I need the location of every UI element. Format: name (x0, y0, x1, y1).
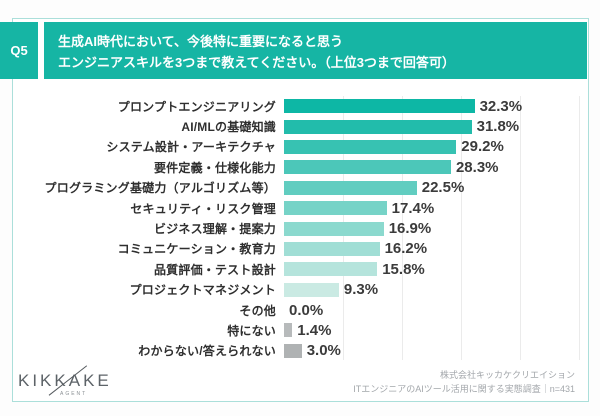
bar-label: プロジェクトマネジメント (129, 283, 276, 298)
bar-value: 3.0% (306, 342, 341, 360)
chart-rows: プロンプトエンジニアリング 32.3% AI/MLの基礎知識 31.8% システ… (0, 96, 600, 361)
bar-value: 0.0% (289, 301, 324, 319)
bar-value: 28.3% (455, 158, 499, 176)
bar (284, 323, 293, 338)
bar-track: 9.3% (284, 280, 600, 300)
bar-label: システム設計・アーキテクチャ (106, 140, 276, 155)
bar-row: システム設計・アーキテクチャ 29.2% (0, 137, 600, 157)
source-attribution: 株式会社キッカケクリエイション ITエンジニアのAIツール活用に関する実態調査｜… (353, 369, 575, 397)
question-title-box: 生成AI時代において、今後特に重要になると思う エンジニアスキルを3つまで教えて… (44, 22, 587, 79)
bar-row: その他 0.0% (0, 300, 600, 320)
bar-label: 特にない (227, 323, 276, 338)
bar-label: セキュリティ・リスク管理 (130, 201, 276, 216)
question-number-badge: Q5 (0, 22, 38, 79)
bar (284, 221, 384, 236)
bar (284, 180, 417, 195)
bar-value: 15.8% (382, 260, 425, 278)
bar-label: プログラミング基礎力（アルゴリズム等） (44, 181, 276, 196)
bar-label: わからない/答えられない (138, 344, 276, 359)
bar-track: 0.0% (284, 300, 600, 320)
bar-track: 17.4% (284, 198, 600, 218)
bar-label: プロンプトエンジニアリング (117, 99, 276, 114)
bar-label: コミュニケーション・教育力 (117, 242, 276, 257)
kikkake-logo-subtext: AGENT (60, 391, 88, 397)
bar-track: 3.0% (284, 341, 600, 361)
bar-track: 16.9% (284, 218, 600, 238)
bar (284, 241, 380, 256)
bar-value: 22.5% (421, 179, 465, 197)
bar (284, 119, 472, 134)
bar-value: 9.3% (343, 281, 379, 299)
bar (284, 343, 302, 358)
kikkake-logo: KIKKAKE AGENT (18, 365, 128, 399)
bar-row: ビジネス理解・提案力 16.9% (0, 218, 600, 238)
bar-track: 32.3% (284, 96, 600, 116)
bar (284, 282, 339, 297)
bar-value: 29.2% (461, 138, 504, 156)
bar-label: AI/MLの基礎知識 (181, 120, 276, 135)
bar-row: 要件定義・仕様化能力 28.3% (0, 157, 600, 177)
bar (284, 160, 451, 175)
kikkake-logo-text: KIKKAKE (18, 371, 128, 391)
bar-value: 32.3% (479, 97, 523, 115)
bar (284, 262, 378, 277)
bar-track: 28.3% (284, 157, 600, 177)
bar-row: わからない/答えられない 3.0% (0, 341, 600, 361)
bar-value: 17.4% (391, 199, 435, 217)
question-title-line-2: エンジニアスキルを3つまで教えてください。（上位3つまで回答可） (58, 55, 455, 71)
bar-value: 16.2% (384, 240, 428, 258)
bar-value: 16.9% (388, 220, 432, 238)
source-survey: ITエンジニアのAIツール活用に関する実態調査｜n=431 (353, 383, 575, 394)
bar-track: 16.2% (284, 239, 600, 259)
bar-row: 特にない 1.4% (0, 320, 600, 340)
bar (284, 139, 457, 154)
bar-track: 1.4% (284, 320, 600, 340)
bar-label: ビジネス理解・提案力 (153, 222, 276, 237)
bar-row: セキュリティ・リスク管理 17.4% (0, 198, 600, 218)
gridline (579, 96, 580, 360)
gridline (402, 96, 403, 360)
gridline (520, 96, 521, 360)
bar-label: 要件定義・仕様化能力 (153, 160, 276, 175)
bar-track: 15.8% (284, 259, 600, 279)
bar-row: AI/MLの基礎知識 31.8% (0, 116, 600, 136)
question-title-line-1: 生成AI時代において、今後特に重要になると思う (58, 34, 343, 49)
bar (284, 99, 475, 114)
bar-value: 31.8% (476, 118, 520, 136)
bar-track: 22.5% (284, 178, 600, 198)
gridline (461, 96, 462, 360)
bar-row: プロジェクトマネジメント 9.3% (0, 280, 600, 300)
bar-row: コミュニケーション・教育力 16.2% (0, 239, 600, 259)
bar-value: 1.4% (297, 321, 332, 339)
bar-chart: プロンプトエンジニアリング 32.3% AI/MLの基礎知識 31.8% システ… (0, 96, 600, 362)
question-number-label: Q5 (10, 43, 28, 58)
bar-row: プログラミング基礎力（アルゴリズム等） 22.5% (0, 178, 600, 198)
bar (284, 201, 387, 216)
bar-row: 品質評価・テスト設計 15.8% (0, 259, 600, 279)
bar-label: 品質評価・テスト設計 (153, 262, 276, 277)
bar-track: 31.8% (284, 116, 600, 136)
bar-track: 29.2% (284, 137, 600, 157)
source-company: 株式会社キッカケクリエイション (439, 370, 575, 380)
bar-row: プロンプトエンジニアリング 32.3% (0, 96, 600, 116)
bar-label: その他 (239, 303, 276, 318)
